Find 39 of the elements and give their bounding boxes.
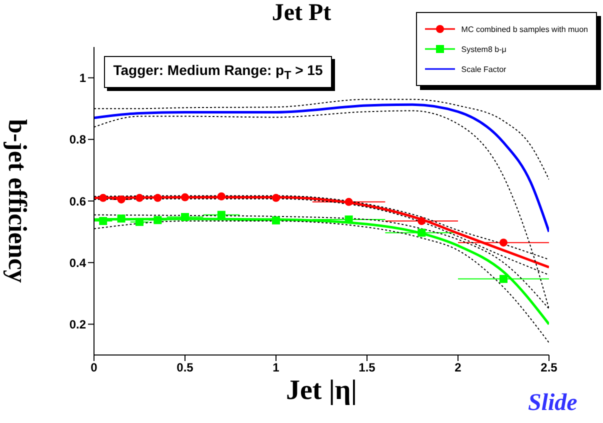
x-axis-title: Jet |η| — [286, 375, 357, 406]
point — [217, 192, 226, 200]
x-tick-label: 1.5 — [358, 360, 376, 375]
line-series — [94, 103, 549, 234]
text: Slide — [528, 390, 578, 417]
point — [154, 216, 162, 224]
legend-label: System8 b-μ — [461, 44, 506, 54]
point — [272, 194, 280, 202]
point — [418, 217, 426, 226]
legend-label: MC combined b samples with muon — [461, 24, 588, 34]
point — [272, 216, 280, 224]
x-tick-label: 0.5 — [176, 360, 194, 375]
point — [344, 198, 353, 206]
legend-label: Scale Factor — [461, 64, 506, 74]
y-tick-label: 0.8 — [69, 132, 86, 147]
y-tick-label: 0.4 — [69, 256, 86, 270]
point — [418, 228, 426, 237]
chart-title: Jet Pt — [272, 0, 332, 26]
point — [217, 210, 226, 219]
point — [181, 193, 189, 202]
point — [136, 218, 144, 226]
x-tick-label: 2 — [454, 360, 462, 375]
point — [117, 195, 126, 204]
y-tick-label: 0.2 — [69, 317, 86, 332]
x-tick-label: 2.5 — [540, 360, 558, 375]
annotation: Tagger: Medium Range: p$_{T}$ > 15 — [104, 56, 332, 88]
point — [99, 194, 108, 202]
y-axis-title: b-jet efficiency — [2, 118, 32, 285]
point — [99, 217, 108, 226]
point — [500, 238, 508, 247]
x-tick-label: 0 — [90, 360, 98, 375]
point — [154, 194, 162, 202]
x-tick-label: 1 — [272, 360, 280, 375]
y-tick-label: 0.6 — [69, 194, 86, 208]
point — [500, 274, 508, 283]
y-tick-label: 1 — [79, 71, 86, 86]
point — [117, 214, 126, 223]
point — [136, 194, 144, 202]
point — [181, 213, 189, 222]
